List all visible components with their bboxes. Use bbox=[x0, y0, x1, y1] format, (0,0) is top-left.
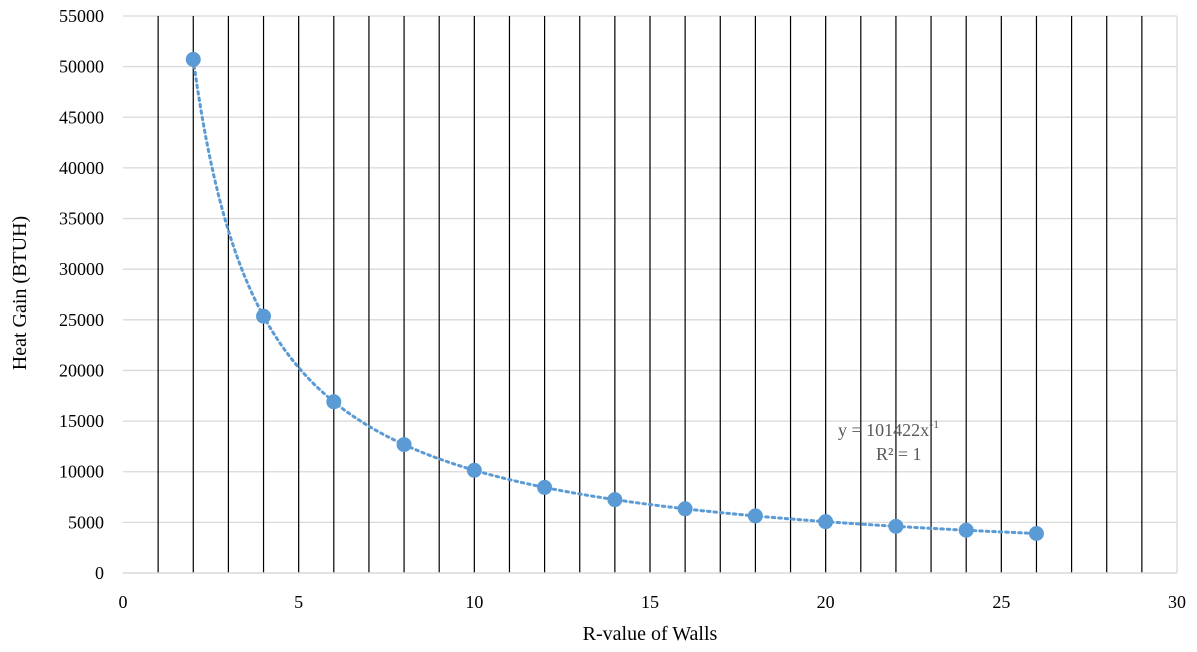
trendline-equation-base: y = 101422x bbox=[838, 420, 929, 440]
data-point bbox=[818, 514, 834, 530]
y-tick-label: 50000 bbox=[59, 57, 104, 77]
data-point bbox=[677, 501, 693, 517]
y-tick-label: 35000 bbox=[59, 209, 104, 229]
y-tick-label: 20000 bbox=[59, 360, 104, 380]
vertical-bars bbox=[157, 16, 1143, 573]
data-point bbox=[1028, 525, 1044, 541]
trendline-equation-exponent: -1 bbox=[929, 417, 939, 431]
trendline-equation: y = 101422x-1 bbox=[838, 417, 939, 440]
data-point bbox=[326, 394, 342, 410]
data-point bbox=[466, 462, 482, 478]
tick-labels: 0 5000 10000 15000 20000 25000 30000 35000 40000… bbox=[59, 6, 1186, 612]
y-tick-label: 15000 bbox=[59, 411, 104, 431]
x-tick-label: 5 bbox=[294, 592, 303, 612]
trendline-r2: R² = 1 bbox=[876, 444, 922, 464]
x-tick-label: 20 bbox=[817, 592, 835, 612]
x-tick-label: 25 bbox=[992, 592, 1010, 612]
y-tick-label: 55000 bbox=[59, 6, 104, 26]
data-points bbox=[185, 51, 1044, 541]
data-point bbox=[747, 508, 763, 524]
data-point bbox=[888, 518, 904, 534]
y-tick-label: 0 bbox=[95, 563, 104, 583]
data-point bbox=[958, 522, 974, 538]
x-tick-label: 15 bbox=[641, 592, 659, 612]
x-tick-label: 0 bbox=[119, 592, 128, 612]
data-point bbox=[607, 492, 623, 508]
y-tick-label: 10000 bbox=[59, 462, 104, 482]
data-point bbox=[185, 51, 201, 67]
data-point bbox=[256, 308, 272, 324]
y-axis-title: Heat Gain (BTUH) bbox=[9, 216, 31, 370]
x-tick-label: 30 bbox=[1168, 592, 1186, 612]
y-tick-label: 5000 bbox=[68, 512, 104, 532]
y-tick-label: 45000 bbox=[59, 107, 104, 127]
x-axis-title: R-value of Walls bbox=[583, 623, 718, 645]
y-tick-label: 25000 bbox=[59, 310, 104, 330]
x-tick-label: 10 bbox=[465, 592, 483, 612]
y-tick-label: 40000 bbox=[59, 158, 104, 178]
y-tick-label: 30000 bbox=[59, 259, 104, 279]
data-point bbox=[396, 437, 412, 453]
data-point bbox=[537, 479, 553, 495]
